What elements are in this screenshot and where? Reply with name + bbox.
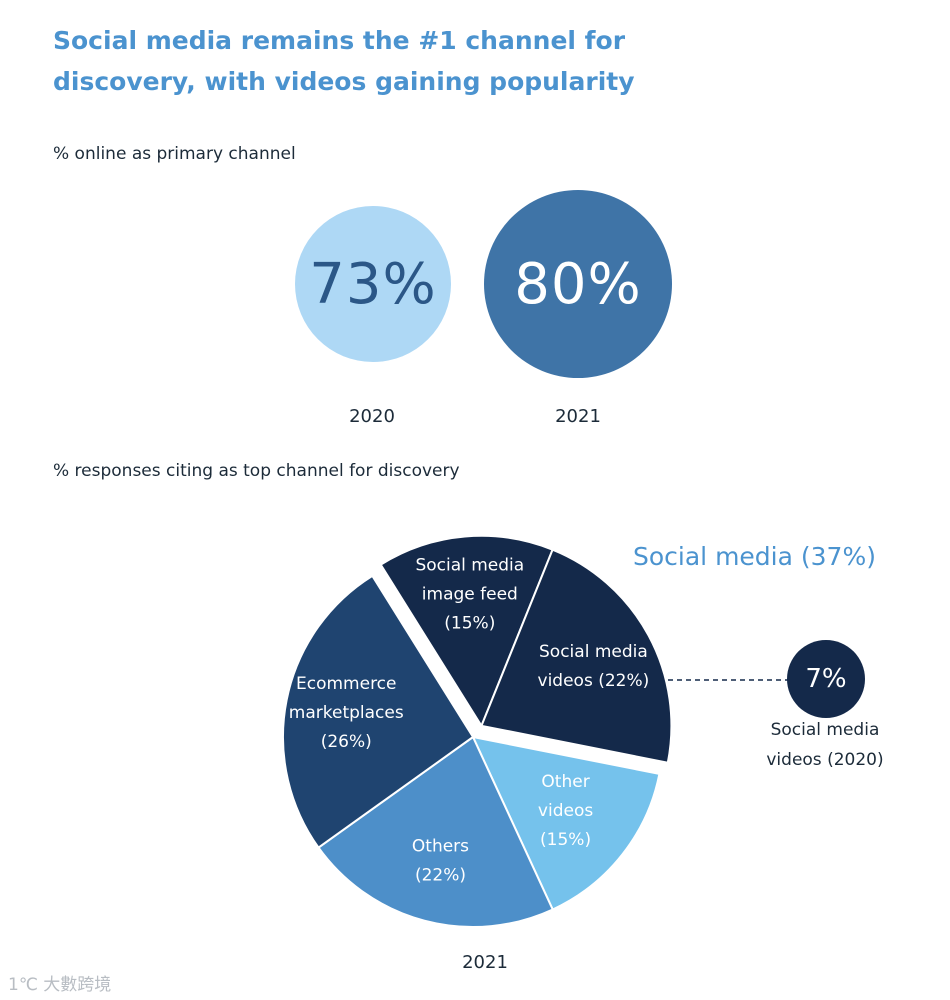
badge-caption-line-1: Social media <box>770 720 880 740</box>
pie-slice-ecommerce <box>282 574 475 849</box>
chart-title: Social media remains the #1 channel for … <box>53 20 873 102</box>
badge-value: 7% <box>805 664 847 694</box>
pie-label-other-videos: Other videos (15%) <box>538 772 593 850</box>
social-media-callout: Social media (37%) <box>633 542 876 571</box>
title-line-2: discovery, with videos gaining popularit… <box>53 67 635 96</box>
pie-slices <box>282 534 673 928</box>
pie-label-line: videos (22%) <box>538 671 650 691</box>
pie-label-line: Social media <box>415 555 524 575</box>
pie-labels: Social media image feed (15%) Social media v… <box>289 555 649 885</box>
pie-label-line: (15%) <box>540 830 591 850</box>
watermark-logo: 1℃ 大數跨境 <box>8 975 112 995</box>
pie-label-line: videos <box>538 801 593 821</box>
year-label-2020: 2020 <box>349 406 395 427</box>
discovery-subtitle: % responses citing as top channel for di… <box>53 461 460 481</box>
pie-label-line: Social media <box>539 642 648 662</box>
pie-label-line: (26%) <box>321 732 372 752</box>
pie-label-line: marketplaces <box>289 703 404 723</box>
bubble-2021-value: 80% <box>514 251 642 317</box>
title-line-1: Social media remains the #1 channel for <box>53 26 626 55</box>
year-label-2021: 2021 <box>555 406 601 427</box>
pie-label-image-feed: Social media image feed (15%) <box>415 555 524 633</box>
pie-label-line: image feed <box>422 584 518 604</box>
pie-label-others: Others (22%) <box>412 837 469 886</box>
pie-slice-others <box>317 735 555 928</box>
pie-label-ecommerce: Ecommerce marketplaces (26%) <box>289 674 404 752</box>
pie-label-line: Other <box>541 772 589 792</box>
pie-label-social-videos: Social media videos (22%) <box>538 642 650 691</box>
bubble-2020: 73% <box>295 206 451 362</box>
pie-label-line: (22%) <box>415 866 466 886</box>
pie-year-label: 2021 <box>462 952 508 973</box>
pie-label-line: Others <box>412 837 469 857</box>
bubble-2020-value: 73% <box>309 251 437 317</box>
pie-label-line: (15%) <box>444 613 495 633</box>
primary-channel-subtitle: % online as primary channel <box>53 144 296 164</box>
pie-label-line: Ecommerce <box>296 674 397 694</box>
pie-slice-other-videos <box>471 735 661 911</box>
bubble-2021: 80% <box>484 190 672 378</box>
social-media-videos-2020-badge: 7% <box>787 640 865 718</box>
badge-caption-line-2: videos (2020) <box>766 750 884 770</box>
pie-slice-image-feed <box>379 534 554 729</box>
pie-slice-social-videos <box>480 548 673 764</box>
